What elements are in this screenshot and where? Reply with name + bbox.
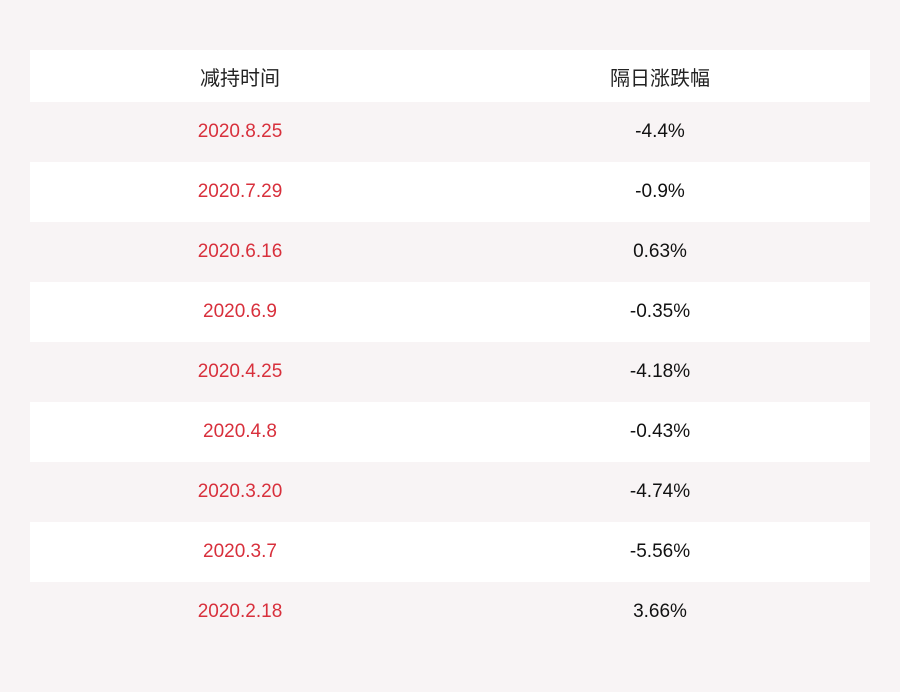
table-row: 2020.3.20 -4.74% <box>30 462 870 522</box>
date-cell: 2020.2.18 <box>197 601 283 622</box>
table-row: 2020.6.16 0.63% <box>30 222 870 282</box>
table-row: 2020.4.25 -4.18% <box>30 342 870 402</box>
table-row: 2020.2.18 3.66% <box>30 582 870 642</box>
table-row: 2020.3.7 -5.56% <box>30 522 870 582</box>
date-cell: 2020.4.8 <box>203 421 277 442</box>
table-header: 减持时间 隔日涨跌幅 <box>30 50 870 102</box>
change-cell: -5.56% <box>629 541 691 562</box>
change-cell: -4.74% <box>629 481 691 502</box>
date-cell: 2020.6.9 <box>203 301 277 322</box>
table-row: 2020.8.25 -4.4% <box>30 102 870 162</box>
reduction-table: 减持时间 隔日涨跌幅 2020.8.25 -4.4% 2020.7.29 -0.… <box>30 50 870 642</box>
date-cell: 2020.3.7 <box>203 541 277 562</box>
header-change: 隔日涨跌幅 <box>610 65 710 90</box>
change-cell: -4.4% <box>635 121 685 142</box>
table-row: 2020.7.29 -0.9% <box>30 162 870 222</box>
change-cell: 3.66% <box>633 601 687 622</box>
date-cell: 2020.8.25 <box>197 121 283 142</box>
date-cell: 2020.3.20 <box>197 481 283 502</box>
change-cell: -0.35% <box>629 301 691 322</box>
date-cell: 2020.6.16 <box>197 241 283 262</box>
header-date: 减持时间 <box>200 65 280 90</box>
change-cell: -4.18% <box>629 361 691 382</box>
change-cell: -0.9% <box>635 181 685 202</box>
change-cell: -0.43% <box>629 421 691 442</box>
table-row: 2020.6.9 -0.35% <box>30 282 870 342</box>
change-cell: 0.63% <box>633 241 687 262</box>
date-cell: 2020.7.29 <box>197 181 283 202</box>
table-row: 2020.4.8 -0.43% <box>30 402 870 462</box>
date-cell: 2020.4.25 <box>197 361 283 382</box>
